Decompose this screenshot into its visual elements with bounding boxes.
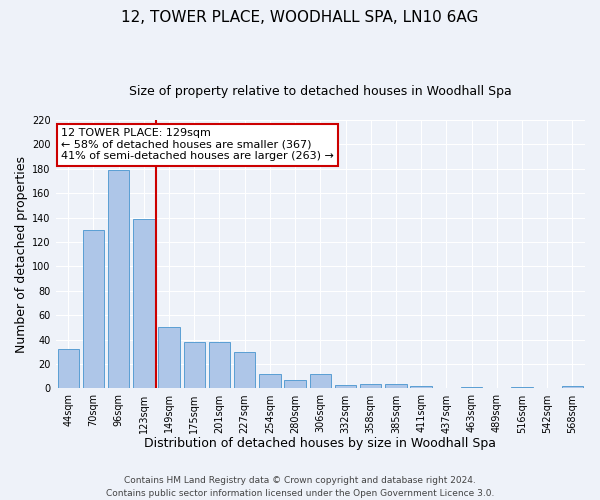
Y-axis label: Number of detached properties: Number of detached properties bbox=[15, 156, 28, 352]
X-axis label: Distribution of detached houses by size in Woodhall Spa: Distribution of detached houses by size … bbox=[145, 437, 496, 450]
Text: Contains HM Land Registry data © Crown copyright and database right 2024.
Contai: Contains HM Land Registry data © Crown c… bbox=[106, 476, 494, 498]
Bar bbox=[209, 342, 230, 388]
Bar bbox=[83, 230, 104, 388]
Bar bbox=[335, 385, 356, 388]
Text: 12, TOWER PLACE, WOODHALL SPA, LN10 6AG: 12, TOWER PLACE, WOODHALL SPA, LN10 6AG bbox=[121, 10, 479, 25]
Bar bbox=[410, 386, 432, 388]
Bar bbox=[108, 170, 130, 388]
Bar bbox=[184, 342, 205, 388]
Title: Size of property relative to detached houses in Woodhall Spa: Size of property relative to detached ho… bbox=[129, 85, 512, 98]
Bar bbox=[562, 386, 583, 388]
Bar bbox=[234, 352, 256, 389]
Bar bbox=[385, 384, 407, 388]
Bar bbox=[58, 350, 79, 389]
Bar bbox=[310, 374, 331, 388]
Bar bbox=[284, 380, 306, 388]
Bar bbox=[259, 374, 281, 388]
Text: 12 TOWER PLACE: 129sqm
← 58% of detached houses are smaller (367)
41% of semi-de: 12 TOWER PLACE: 129sqm ← 58% of detached… bbox=[61, 128, 334, 162]
Bar bbox=[158, 328, 180, 388]
Bar bbox=[133, 219, 155, 388]
Bar bbox=[360, 384, 382, 388]
